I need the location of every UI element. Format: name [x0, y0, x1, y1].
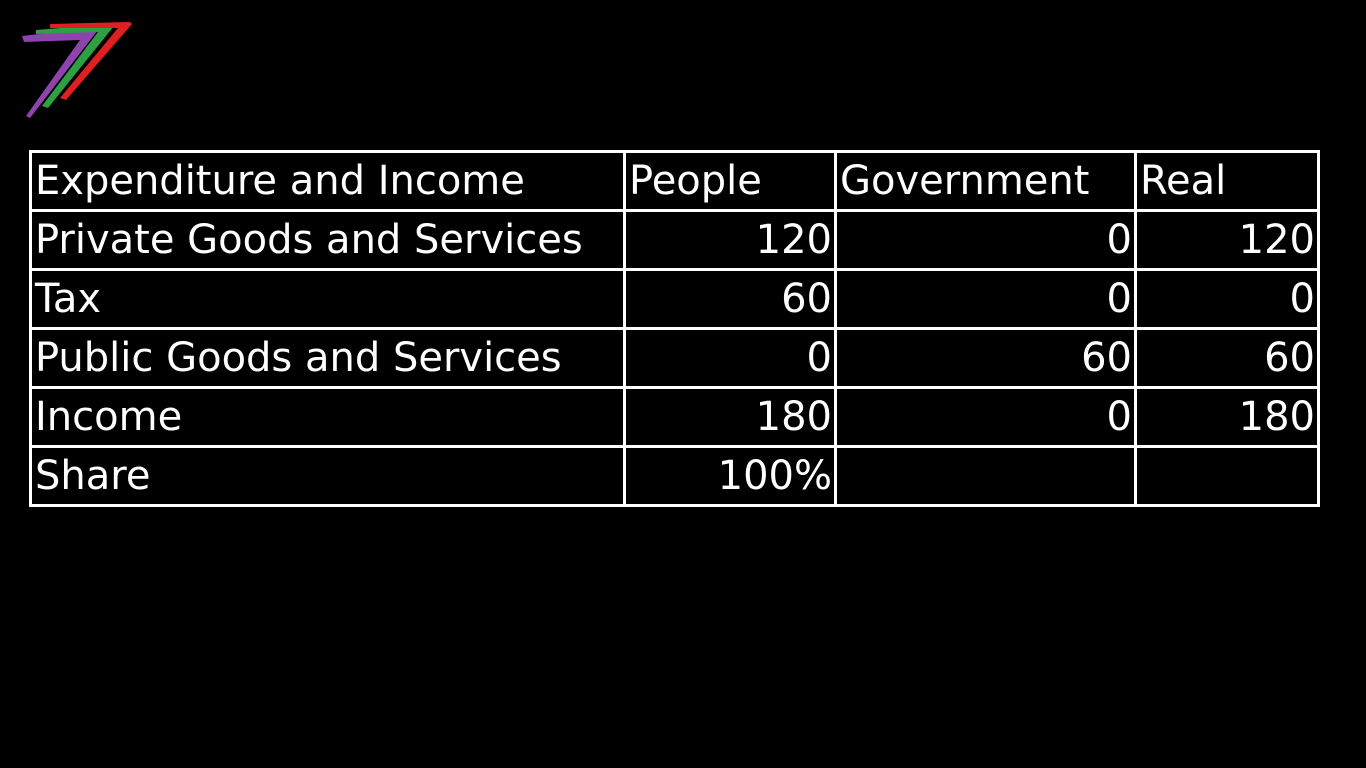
- table-row: Private Goods and Services 120 0 120: [29, 209, 1320, 271]
- logo-stripe-purple: [22, 28, 98, 118]
- cell-government: 0: [834, 268, 1137, 330]
- cell-people: 0: [623, 327, 837, 389]
- header-government: Government: [834, 150, 1137, 212]
- row-label: Public Goods and Services: [29, 327, 626, 389]
- logo-stripe-green: [36, 24, 114, 108]
- cell-real: 120: [1134, 209, 1320, 271]
- cell-real: 0: [1134, 268, 1320, 330]
- row-label: Share: [29, 445, 626, 507]
- cell-government: [834, 445, 1137, 507]
- table-header-row: Expenditure and Income People Government…: [29, 150, 1320, 212]
- row-label: Tax: [29, 268, 626, 330]
- cell-government: 60: [834, 327, 1137, 389]
- cell-people: 60: [623, 268, 837, 330]
- table-row: Tax 60 0 0: [29, 268, 1320, 330]
- cell-government: 0: [834, 386, 1137, 448]
- table-row: Income 180 0 180: [29, 386, 1320, 448]
- table-row: Public Goods and Services 0 60 60: [29, 327, 1320, 389]
- header-expenditure-income: Expenditure and Income: [29, 150, 626, 212]
- cell-real: [1134, 445, 1320, 507]
- row-label: Income: [29, 386, 626, 448]
- header-real: Real: [1134, 150, 1320, 212]
- table-row: Share 100%: [29, 445, 1320, 507]
- cell-people: 120: [623, 209, 837, 271]
- cell-people: 100%: [623, 445, 837, 507]
- header-people: People: [623, 150, 837, 212]
- row-label: Private Goods and Services: [29, 209, 626, 271]
- cell-real: 60: [1134, 327, 1320, 389]
- expenditure-income-table: Expenditure and Income People Government…: [29, 150, 1320, 507]
- logo-stripe-red: [50, 22, 132, 100]
- seven-stripes-logo: [22, 22, 132, 118]
- cell-real: 180: [1134, 386, 1320, 448]
- cell-government: 0: [834, 209, 1137, 271]
- cell-people: 180: [623, 386, 837, 448]
